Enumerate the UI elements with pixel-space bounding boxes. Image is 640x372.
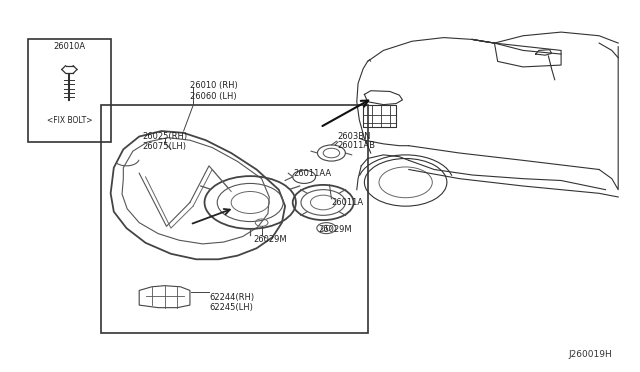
Text: 26010 (RH): 26010 (RH) (190, 81, 237, 90)
Text: <FIX BOLT>: <FIX BOLT> (47, 116, 92, 125)
Text: 26029M: 26029M (319, 225, 353, 234)
Text: 26011AB: 26011AB (338, 141, 376, 150)
Text: 26060 (LH): 26060 (LH) (190, 92, 237, 101)
Text: 2603BN: 2603BN (338, 132, 371, 141)
Text: J260019H: J260019H (568, 350, 612, 359)
Text: 62244(RH): 62244(RH) (209, 293, 254, 302)
Text: 26025(RH): 26025(RH) (142, 132, 188, 141)
Bar (101, 105, 367, 333)
Text: 26011AA: 26011AA (293, 169, 332, 178)
Text: 26010A: 26010A (53, 42, 86, 51)
Bar (28, 39, 111, 142)
Text: 26075(LH): 26075(LH) (142, 142, 186, 151)
Text: 62245(LH): 62245(LH) (209, 303, 253, 312)
Text: 26011A: 26011A (332, 198, 364, 207)
Text: 26029M: 26029M (253, 235, 287, 244)
